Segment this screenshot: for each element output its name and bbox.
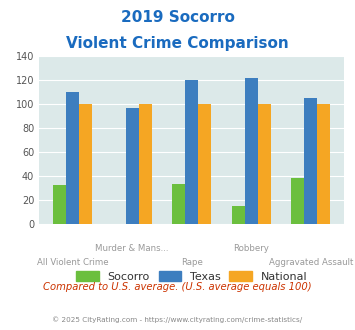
Bar xyxy=(231,206,245,224)
Bar xyxy=(258,104,271,224)
Text: Robbery: Robbery xyxy=(233,244,269,253)
Text: Aggravated Assault: Aggravated Assault xyxy=(269,258,353,267)
Text: Murder & Mans...: Murder & Mans... xyxy=(95,244,169,253)
Text: Violent Crime Comparison: Violent Crime Comparison xyxy=(66,36,289,51)
Bar xyxy=(79,104,92,224)
Bar xyxy=(304,98,317,224)
Text: All Violent Crime: All Violent Crime xyxy=(37,258,108,267)
Text: © 2025 CityRating.com - https://www.cityrating.com/crime-statistics/: © 2025 CityRating.com - https://www.city… xyxy=(53,317,302,323)
Bar xyxy=(245,78,258,224)
Bar xyxy=(139,104,152,224)
Text: Rape: Rape xyxy=(181,258,203,267)
Bar xyxy=(198,104,211,224)
Bar xyxy=(66,92,79,224)
Text: Compared to U.S. average. (U.S. average equals 100): Compared to U.S. average. (U.S. average … xyxy=(43,282,312,292)
Bar xyxy=(53,185,66,224)
Bar xyxy=(291,178,304,224)
Text: 2019 Socorro: 2019 Socorro xyxy=(121,10,234,25)
Bar xyxy=(317,104,331,224)
Bar xyxy=(185,80,198,224)
Legend: Socorro, Texas, National: Socorro, Texas, National xyxy=(72,267,312,287)
Bar xyxy=(126,108,139,224)
Bar xyxy=(172,183,185,224)
